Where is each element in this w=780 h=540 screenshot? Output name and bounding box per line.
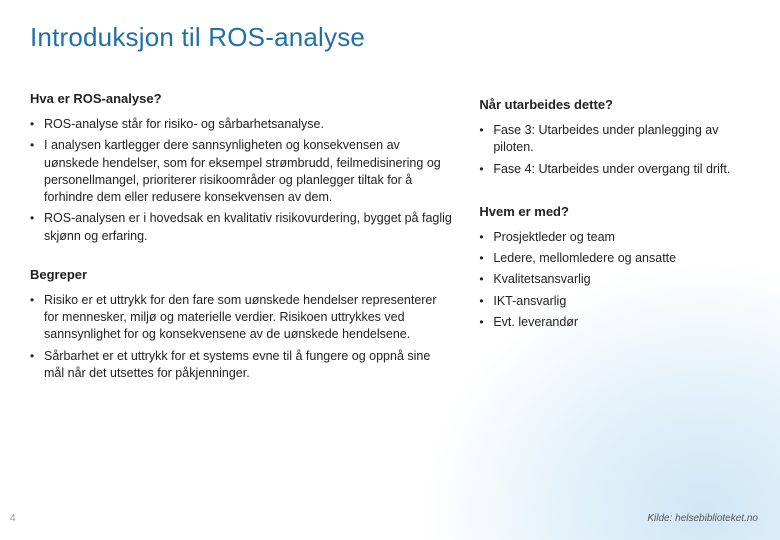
list-item-text: Prosjektleder og team xyxy=(493,229,750,246)
list-item: •Sårbarhet er et uttrykk for et systems … xyxy=(30,348,453,383)
list-item-text: I analysen kartlegger dere sannsynlighet… xyxy=(44,137,453,206)
bullet-icon: • xyxy=(30,116,44,133)
list-item-text: Fase 4: Utarbeides under overgang til dr… xyxy=(493,161,750,178)
bullet-icon: • xyxy=(479,250,493,267)
bullet-icon: • xyxy=(479,122,493,139)
page-number: 4 xyxy=(10,513,16,524)
list-item: •Ledere, mellomledere og ansatte xyxy=(479,250,750,267)
list-item: •ROS-analyse står for risiko- og sårbarh… xyxy=(30,116,453,133)
bullet-icon: • xyxy=(30,210,44,227)
list-item-text: ROS-analyse står for risiko- og sårbarhe… xyxy=(44,116,453,133)
list-item: •Kvalitetsansvarlig xyxy=(479,271,750,288)
bullet-icon: • xyxy=(479,314,493,331)
slide: Introduksjon til ROS-analyse Hva er ROS-… xyxy=(0,0,780,540)
section-heading-hva: Hva er ROS-analyse? xyxy=(30,91,453,106)
list-item: •Fase 4: Utarbeides under overgang til d… xyxy=(479,161,750,178)
list-item: •Fase 3: Utarbeides under planlegging av… xyxy=(479,122,750,157)
list-item-text: ROS-analysen er i hovedsak en kvalitativ… xyxy=(44,210,453,245)
list-item-text: Fase 3: Utarbeides under planlegging av … xyxy=(493,122,750,157)
source-citation: Kilde: helsebiblioteket.no xyxy=(647,513,758,524)
list-item-text: Risiko er et uttrykk for den fare som uø… xyxy=(44,292,453,344)
list-item: •Prosjektleder og team xyxy=(479,229,750,246)
list-item-text: Sårbarhet er et uttrykk for et systems e… xyxy=(44,348,453,383)
list-item-text: Evt. leverandør xyxy=(493,314,750,331)
page-title: Introduksjon til ROS-analyse xyxy=(30,22,750,53)
list-item-text: Kvalitetsansvarlig xyxy=(493,271,750,288)
list-item: •IKT-ansvarlig xyxy=(479,293,750,310)
list-item: •Evt. leverandør xyxy=(479,314,750,331)
bullet-icon: • xyxy=(30,137,44,154)
bullet-icon: • xyxy=(30,348,44,365)
left-column: Hva er ROS-analyse? •ROS-analyse står fo… xyxy=(30,91,453,404)
bullet-list-begreper: •Risiko er et uttrykk for den fare som u… xyxy=(30,292,453,382)
bullet-icon: • xyxy=(479,229,493,246)
section-heading-begreper: Begreper xyxy=(30,267,453,282)
list-item: •ROS-analysen er i hovedsak en kvalitati… xyxy=(30,210,453,245)
bullet-list-hva: •ROS-analyse står for risiko- og sårbarh… xyxy=(30,116,453,245)
bullet-icon: • xyxy=(479,293,493,310)
right-column: Når utarbeides dette? •Fase 3: Utarbeide… xyxy=(479,91,750,404)
section-heading-hvem: Hvem er med? xyxy=(479,204,750,219)
list-item-text: Ledere, mellomledere og ansatte xyxy=(493,250,750,267)
list-item: •Risiko er et uttrykk for den fare som u… xyxy=(30,292,453,344)
bullet-list-hvem: •Prosjektleder og team •Ledere, mellomle… xyxy=(479,229,750,331)
bullet-list-nar: •Fase 3: Utarbeides under planlegging av… xyxy=(479,122,750,178)
bullet-icon: • xyxy=(30,292,44,309)
list-item: •I analysen kartlegger dere sannsynlighe… xyxy=(30,137,453,206)
bullet-icon: • xyxy=(479,271,493,288)
section-heading-nar: Når utarbeides dette? xyxy=(479,97,750,112)
columns: Hva er ROS-analyse? •ROS-analyse står fo… xyxy=(30,91,750,404)
list-item-text: IKT-ansvarlig xyxy=(493,293,750,310)
bullet-icon: • xyxy=(479,161,493,178)
